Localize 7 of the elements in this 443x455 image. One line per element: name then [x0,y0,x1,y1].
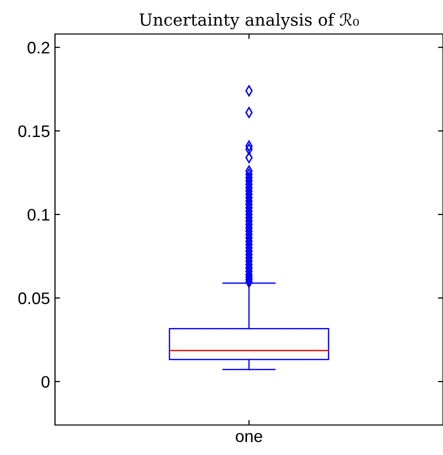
chart-title: Uncertainty analysis of ℛ₀ [139,12,359,30]
y-tick-label: 0.15 [18,125,50,138]
x-tick-label: one [236,432,262,442]
y-tick-label: 0 [42,376,50,388]
y-tick-label: 0.1 [28,208,50,221]
y-tick-label: 0.05 [18,292,50,304]
y-tick-label: 0.2 [28,42,50,54]
